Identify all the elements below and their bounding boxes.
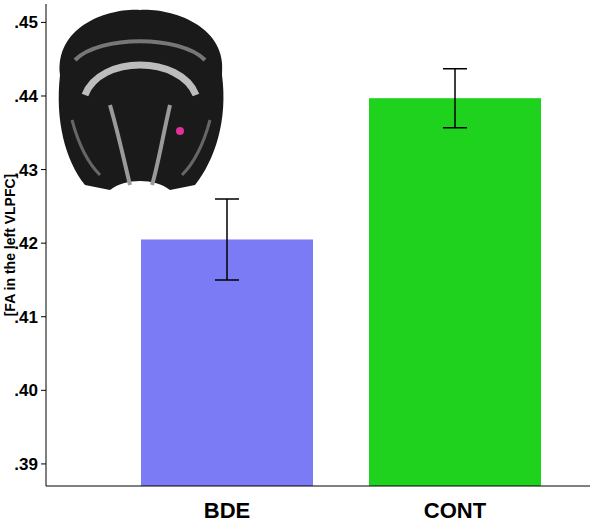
brain-tract xyxy=(72,120,210,175)
y-tick xyxy=(41,390,46,391)
brain-roi xyxy=(176,127,184,135)
y-tick xyxy=(41,95,46,96)
y-tick xyxy=(41,243,46,244)
y-tick-label: .40 xyxy=(14,381,38,400)
x-tick-label: CONT xyxy=(424,498,487,523)
bar xyxy=(369,98,541,486)
y-tick xyxy=(41,316,46,317)
y-tick xyxy=(41,169,46,170)
y-axis-label: [FA in the left VLPFC] xyxy=(2,174,18,317)
y-tick-label: .39 xyxy=(14,455,38,474)
error-bars xyxy=(215,69,467,280)
y-tick xyxy=(41,22,46,23)
x-axis xyxy=(46,486,590,487)
error-bar xyxy=(215,199,239,280)
error-bar xyxy=(443,69,467,128)
y-tick-label: .45 xyxy=(14,13,38,32)
y-tick-label: .44 xyxy=(14,87,38,106)
brain-tract xyxy=(75,41,205,60)
y-axis xyxy=(46,4,47,486)
brain-tract xyxy=(85,65,196,95)
x-tick-label: BDE xyxy=(204,498,250,523)
brain-tract xyxy=(110,105,170,185)
brain-inset xyxy=(59,10,224,190)
y-tick xyxy=(41,463,46,464)
brain-shape xyxy=(59,10,224,190)
